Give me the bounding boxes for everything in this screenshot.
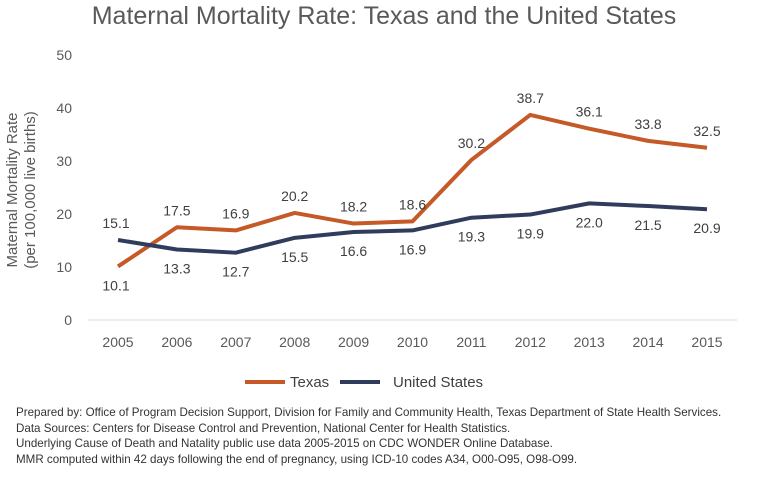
texas-data-label: 38.7: [517, 90, 544, 106]
x-tick-label: 2012: [515, 334, 546, 350]
legend-label-us: United States: [393, 374, 483, 391]
y-tick-label: 0: [64, 312, 72, 328]
us-data-label: 20.9: [693, 220, 720, 236]
x-tick-label: 2006: [161, 334, 192, 350]
x-tick-label: 2010: [397, 334, 428, 350]
us-series-line: [117, 201, 708, 255]
y-tick-label: 10: [56, 259, 72, 275]
x-tick-label: 2015: [691, 334, 722, 350]
texas-series-line: [116, 112, 708, 269]
y-axis-label-line: (per 100,000 live births): [22, 111, 39, 269]
chart-title: Maternal Mortality Rate: Texas and the U…: [91, 2, 677, 30]
texas-data-label: 30.2: [458, 135, 485, 151]
y-axis-label: Maternal Mortality Rate(per 100,000 live…: [4, 111, 39, 269]
us-data-label: 16.9: [399, 241, 426, 257]
x-tick-label: 2014: [633, 334, 664, 350]
footnote-data-sources: Data Sources: Centers for Disease Contro…: [16, 421, 511, 435]
y-tick-label: 20: [56, 206, 72, 222]
texas-data-label: 16.9: [222, 205, 249, 221]
us-data-label: 12.7: [222, 264, 249, 280]
texas-data-label: 18.6: [399, 196, 426, 212]
texas-data-label: 18.2: [340, 199, 367, 215]
y-axis-label-line: Maternal Mortality Rate: [4, 112, 21, 267]
us-data-label: 19.9: [517, 226, 544, 242]
texas-data-label: 36.1: [576, 104, 603, 120]
y-tick-label: 40: [56, 100, 72, 116]
texas-data-label: 17.5: [163, 202, 190, 218]
us-data-label: 16.6: [340, 243, 367, 259]
line-chart: 0 10 20 30 40 50 2005 2006 2007 2008 2009 2010 2011 2…: [4, 47, 737, 391]
x-tick-label: 2011: [456, 334, 486, 350]
footnotes: Prepared by: Office of Program Decision …: [16, 405, 721, 467]
footnote-underlying-cause: Underlying Cause of Death and Natality p…: [16, 437, 553, 450]
x-tick-label: 2007: [220, 334, 251, 350]
x-tick-label: 2008: [279, 334, 310, 350]
x-tick-label: 2005: [102, 334, 133, 350]
us-data-label: 21.5: [634, 217, 661, 233]
y-tick-label: 30: [56, 153, 72, 169]
footnote-mmr-definition: MMR computed within 42 days following th…: [16, 452, 578, 466]
texas-data-label: 10.1: [102, 277, 129, 293]
us-data-label: 22.0: [576, 214, 603, 230]
y-tick-label: 50: [56, 47, 72, 63]
texas-data-label: 20.2: [281, 188, 308, 204]
legend-label-texas: Texas: [290, 374, 329, 391]
footnote-prepared-by: Prepared by: Office of Program Decision …: [16, 406, 722, 419]
us-data-label: 13.3: [163, 261, 190, 277]
texas-data-label: 32.5: [693, 123, 720, 139]
us-data-label: 15.5: [281, 249, 308, 265]
texas-data-label: 33.8: [634, 116, 661, 132]
x-tick-label: 2009: [338, 334, 369, 350]
us-data-label: 19.3: [458, 229, 485, 245]
x-tick-label: 2013: [574, 334, 605, 350]
us-data-label: 15.1: [102, 215, 129, 231]
